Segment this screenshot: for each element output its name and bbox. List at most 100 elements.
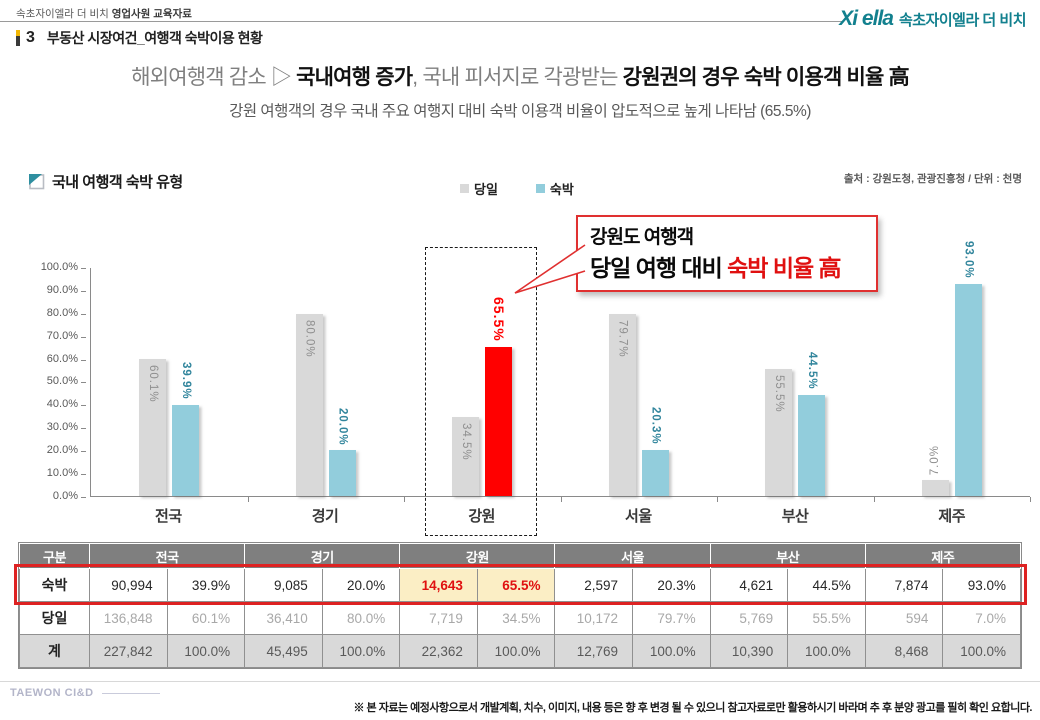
chart-column-gyeonggi: 80.0% 20.0% — [248, 268, 405, 502]
cell: 93.0% — [942, 568, 1021, 602]
cell: 100.0% — [632, 634, 711, 668]
cell: 5,769 — [709, 601, 789, 635]
y-tick: 10.0% — [18, 467, 86, 479]
table-header-gubun: 구분 — [19, 543, 90, 569]
bar-sukbak-seoul: 20.3% — [641, 407, 669, 496]
cell: 2,597 — [554, 568, 634, 602]
bar-chart-plot: 60.1% 39.9% 80.0% 20.0% 34.5% 65.5% 79.7… — [90, 241, 1031, 502]
cell: 79.7% — [632, 601, 711, 635]
bar-label: 93.0% — [962, 241, 975, 279]
cell: 100.0% — [942, 634, 1021, 668]
cell: 100.0% — [476, 634, 556, 668]
section-title-text: 부동산 시장여건_여행객 숙박이용 현황 — [46, 30, 263, 46]
cell: 227,842 — [89, 634, 168, 668]
cell: 60.1% — [166, 601, 246, 635]
cell: 100.0% — [787, 634, 866, 668]
gangwon-highlight-dashed-box — [425, 247, 537, 536]
y-axis: 100.0% 90.0% 80.0% 70.0% 60.0% 50.0% 40.… — [0, 261, 86, 502]
chart-source: 출처 : 강원도청, 관광진흥청 / 단위 : 천명 — [843, 173, 1022, 185]
footer-disclaimer: ※ 본 자료는 예정사항으로서 개발계획, 치수, 이미지, 내용 등은 향 후… — [353, 702, 1032, 714]
y-tick: 30.0% — [18, 421, 86, 433]
y-tick: 60.0% — [18, 353, 86, 365]
header-divider — [0, 21, 843, 22]
x-axis-labels: 전국 경기 강원 서울 부산 제주 — [90, 505, 1030, 526]
callout-line2: 당일 여행 대비 숙박 비율 高 — [590, 249, 864, 283]
y-tick: 50.0% — [18, 375, 86, 387]
chart-title: 국내 여행객 숙박 유형 — [52, 174, 183, 191]
table-header-jeonguk: 전국 — [88, 543, 246, 569]
cell: 4,621 — [709, 568, 789, 602]
row-label: 계 — [19, 634, 90, 668]
bar-dangil-gangwon: 34.5% — [452, 417, 480, 496]
chart-section: 국내 여행객 숙박 유형 당일 숙박 출처 : 강원도청, 관광진흥청 / 단위… — [0, 165, 1040, 550]
legend-swatch-sukbak — [535, 184, 545, 193]
cell: 55.5% — [787, 601, 866, 635]
cell: 44.5% — [787, 568, 866, 602]
y-tick: 0.0% — [18, 490, 86, 502]
footer-brand: TAEWON CI&D — [10, 687, 160, 699]
document-label-bold: 영업사원 교육자료 — [111, 8, 192, 20]
cell: 594 — [864, 601, 944, 635]
headline-part3: , 국내 피서지로 각광받는 — [412, 66, 623, 89]
table-header-jeju: 제주 — [864, 543, 1022, 569]
legend-item-sukbak: 숙박 — [535, 179, 574, 198]
cell-highlight: 14,643 — [399, 568, 478, 602]
headline-part2: 국내여행 증가 — [296, 66, 413, 89]
table-row-sukbak: 숙박 90,994 39.9% 9,085 20.0% 14,643 65.5%… — [19, 568, 1021, 602]
document-label: 속초자이엘라 더 비치 영업사원 교육자료 — [16, 6, 192, 21]
bar-dangil-jeju: 7.0% — [921, 445, 949, 496]
chart-column-jeju: 7.0% 93.0% — [874, 241, 1031, 502]
cell: 34.5% — [476, 601, 556, 635]
cell: 90,994 — [89, 568, 168, 602]
brand-logo-mark: Xi ella — [839, 7, 894, 30]
section-marker-icon — [16, 30, 20, 46]
table-row-dangil: 당일 136,848 60.1% 36,410 80.0% 7,719 34.5… — [19, 601, 1021, 635]
cell: 10,172 — [554, 601, 634, 635]
row-label: 숙박 — [19, 568, 90, 602]
y-tick: 100.0% — [18, 261, 86, 273]
y-tick: 40.0% — [18, 398, 86, 410]
bar-label: 7.0% — [929, 444, 942, 476]
y-tick: 70.0% — [18, 330, 86, 342]
cell: 7,719 — [399, 601, 478, 635]
cell: 20.0% — [321, 568, 401, 602]
bar-dangil-gyeonggi: 80.0% — [295, 313, 323, 496]
bar-label: 34.5% — [459, 423, 472, 461]
cell: 7.0% — [942, 601, 1021, 635]
data-table: 구분 전국 경기 강원 서울 부산 제주 숙박 90,994 39.9% 9,0… — [18, 542, 1022, 669]
table-header-gangwon: 강원 — [399, 543, 556, 569]
headline-part4: 강원권의 경우 숙박 이용객 비율 高 — [622, 66, 910, 89]
chart-column-seoul: 79.7% 20.3% — [561, 268, 718, 502]
x-label-jeju: 제주 — [938, 508, 965, 525]
cell: 36,410 — [244, 601, 323, 635]
cell: 8,468 — [864, 634, 944, 668]
headline-part1: 해외여행객 감소 ▷ — [131, 66, 297, 89]
callout-line2-red: 숙박 비율 高 — [727, 255, 841, 281]
brand-logo-name: 속초자이엘라 더 비치 — [898, 12, 1027, 29]
table-header-gyeonggi: 경기 — [244, 543, 401, 569]
cell: 100.0% — [321, 634, 401, 668]
bar-label: 80.0% — [303, 319, 316, 358]
bar-dangil-jeonguk: 60.1% — [139, 358, 167, 496]
bar-label: 20.0% — [336, 407, 349, 446]
bar-sukbak-jeonguk: 39.9% — [172, 362, 200, 496]
bar-sukbak-busan: 44.5% — [798, 352, 826, 496]
x-label-jeonguk: 전국 — [155, 508, 182, 525]
folded-square-icon — [29, 174, 45, 190]
y-tick: 80.0% — [18, 307, 86, 319]
cell: 12,769 — [554, 634, 634, 668]
page-subtitle: 강원 여행객의 경우 국내 주요 여행지 대비 숙박 이용객 비율이 압도적으로… — [229, 103, 811, 120]
x-label-gangwon: 강원 — [468, 508, 495, 525]
x-label-busan: 부산 — [781, 508, 809, 525]
bar-sukbak-jeju: 93.0% — [954, 241, 982, 496]
cell: 10,390 — [709, 634, 789, 668]
y-tick: 90.0% — [18, 284, 86, 296]
legend-label-dangil: 당일 — [474, 182, 498, 197]
page-headline: 해외여행객 감소 ▷ 국내여행 증가, 국내 피서지로 각광받는 강원권의 경우… — [0, 61, 1040, 91]
cell: 39.9% — [166, 568, 246, 602]
brand-logo: Xi ella 속초자이엘라 더 비치 — [839, 7, 1026, 31]
cell: 20.3% — [632, 568, 711, 602]
legend-swatch-dangil — [460, 184, 469, 193]
chart-title-row: 국내 여행객 숙박 유형 — [28, 171, 183, 192]
